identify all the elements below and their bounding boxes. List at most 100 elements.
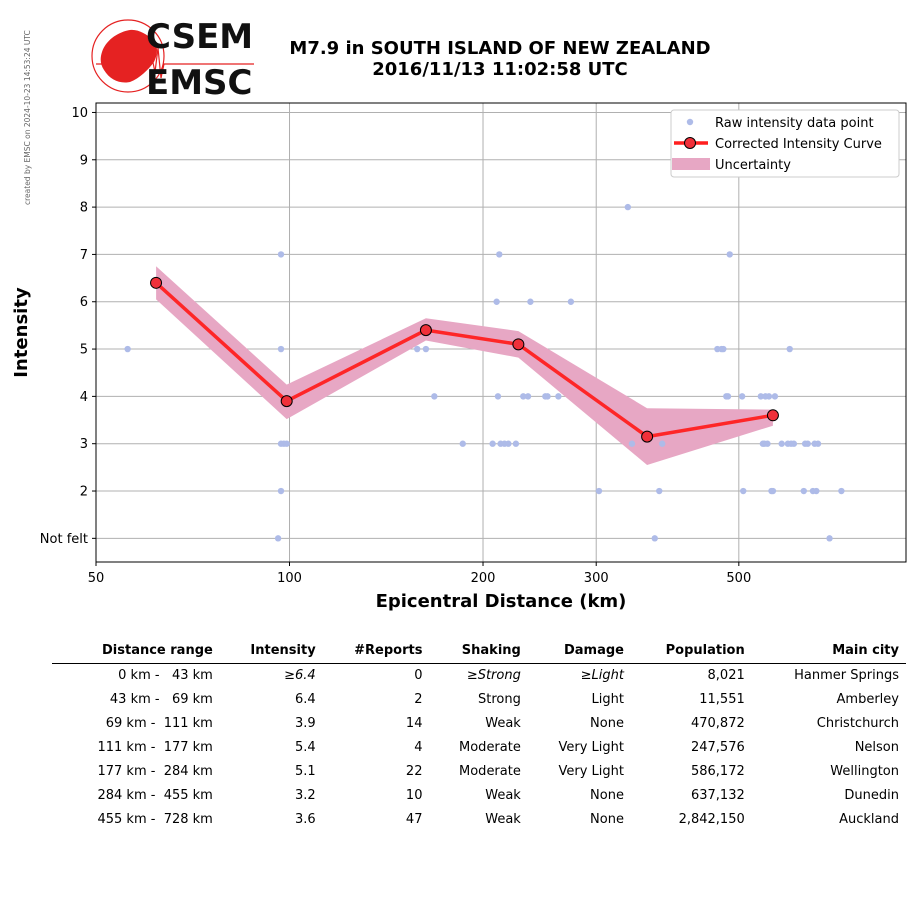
table-row: 455 km - 728 km 3.6 47 Weak None 2,842,150 Auc… [52, 808, 906, 832]
raw-data-point [659, 440, 666, 447]
raw-data-point [814, 440, 822, 447]
table-cell: Auckland [839, 812, 899, 827]
raw-data-point [274, 535, 282, 542]
raw-data-point [277, 487, 285, 495]
y-tick-label: 7 [80, 248, 88, 263]
raw-data-point [595, 487, 603, 495]
raw-data-point [505, 440, 512, 447]
raw-data-point [720, 345, 727, 353]
table-cell: Dunedin [844, 788, 899, 803]
table-cell: 3.9 [294, 716, 316, 731]
seismogram-line-icon [96, 47, 254, 79]
intensity-chart: 50 100 200 300 500 Not felt 2 3 4 5 6 7 8 9 10 Epicent… [11, 102, 907, 612]
y-tick-label: 8 [80, 201, 88, 216]
raw-data-point [512, 440, 520, 447]
y-tick-label: 10 [71, 106, 88, 121]
raw-data-point [520, 393, 527, 400]
x-axis-label: Epicentral Distance (km) [376, 591, 627, 612]
table-cell: 455 km - 728 km [97, 812, 213, 827]
raw-data-point [838, 487, 845, 495]
table-cell: 22 [405, 764, 423, 779]
table-cell: None [590, 716, 624, 731]
globe-outline-icon [91, 19, 165, 93]
raw-data-point [567, 298, 575, 305]
title-line2: 2016/11/13 11:02:58 UTC [372, 59, 628, 80]
raw-data-point [555, 393, 562, 400]
table-row: 177 km - 284 km 5.1 22 Moderate Very Light 58… [52, 760, 906, 784]
table-cell: 43 km - 69 km [109, 692, 213, 707]
raw-data-point [459, 440, 466, 447]
credit-label: created by EMSC on 2024-10-23 14:53:24 U… [23, 30, 32, 205]
corrected-curve-marker [641, 430, 654, 443]
table-row: 284 km - 455 km 3.2 10 Weak None 637,132 Duned… [52, 784, 906, 808]
legend-curve-marker [684, 137, 696, 149]
table-cell: 3.6 [294, 812, 316, 827]
table-cell: 47 [405, 812, 423, 827]
table-cell: Weak [485, 812, 521, 827]
title-line1: M7.9 in SOUTH ISLAND OF NEW ZEALAND [289, 38, 711, 59]
table-cell: 637,132 [690, 788, 745, 803]
table-cell: Moderate [459, 764, 521, 779]
table-cell: 177 km - 284 km [97, 764, 213, 779]
corrected-curve-marker [419, 324, 432, 337]
raw-data-point [431, 393, 438, 400]
table-cell: 111 km - 177 km [97, 740, 213, 755]
raw-data-point [826, 535, 833, 542]
raw-data-point [422, 345, 430, 353]
logo-line2: EMSC [146, 63, 253, 100]
logo-line1: CSEM [146, 18, 253, 57]
intensity-table: Distance range Intensity #Reports Shaking Da… [52, 640, 906, 832]
table-header-cell: Population [630, 640, 752, 664]
corrected-curve-line [154, 281, 774, 439]
table-cell: 5.1 [294, 764, 316, 779]
table-cell: 6.4 [294, 692, 316, 707]
raw-data-point [804, 440, 811, 447]
x-tick-label: 300 [584, 571, 609, 586]
table-cell: 0 km - 43 km [118, 668, 213, 683]
legend-box [670, 109, 900, 178]
table-cell: Weak [485, 716, 521, 731]
table-cell: Christchurch [816, 716, 899, 731]
table-cell: 10 [405, 788, 423, 803]
legend-raw-marker [686, 118, 694, 126]
raw-data-point [800, 487, 807, 495]
corrected-curve [150, 276, 779, 443]
raw-data-point [738, 393, 746, 400]
raw-data-point [277, 345, 285, 353]
table-cell: Nelson [854, 740, 899, 755]
axis-ticks: 50 100 200 300 500 Not felt 2 3 4 5 6 7 8 9 10 [40, 106, 751, 586]
table-cell: 0 [414, 668, 423, 683]
raw-data-point [764, 440, 771, 447]
raw-data-point [771, 393, 779, 400]
raw-data-point [524, 393, 532, 400]
raw-data-point [813, 487, 820, 495]
table-cell: Strong [477, 692, 521, 707]
y-tick-label: 9 [80, 153, 88, 168]
raw-data-point [277, 251, 285, 258]
table-cell: 14 [405, 716, 423, 731]
raw-data-point [624, 203, 632, 211]
table-header-cell: Distance range [52, 640, 220, 664]
table-cell: Hanmer Springs [794, 668, 899, 683]
table-body: 0 km - 43 km ≥6.4 0 ≥Strong ≥Light 8,021 Hanme… [52, 664, 906, 833]
y-tick-label: Not felt [40, 532, 88, 547]
table-row: 43 km - 69 km 6.4 2 Strong Light 11,551 Amberl… [52, 688, 906, 712]
raw-data-point [283, 440, 290, 447]
table-cell: Weak [485, 788, 521, 803]
raw-data-point [124, 345, 131, 353]
table-cell: 586,172 [690, 764, 745, 779]
table-cell: 4 [414, 740, 423, 755]
raw-data-point [651, 535, 658, 542]
raw-data-point [790, 440, 798, 447]
corrected-curve-marker [512, 338, 525, 351]
table-header-row: Distance range Intensity #Reports Shaking Da… [52, 640, 906, 664]
raw-data-point [489, 440, 496, 447]
table-header-cell: Main city [751, 640, 906, 664]
table-cell: 5.4 [294, 740, 316, 755]
table-cell: None [590, 788, 624, 803]
table-cell: ≥Strong [466, 668, 521, 683]
raw-data-point [765, 393, 773, 400]
chart-title: M7.9 in SOUTH ISLAND OF NEW ZEALAND 2016… [260, 38, 740, 80]
table-cell: 69 km - 111 km [105, 716, 213, 731]
table-header-cell: Damage [527, 640, 631, 664]
